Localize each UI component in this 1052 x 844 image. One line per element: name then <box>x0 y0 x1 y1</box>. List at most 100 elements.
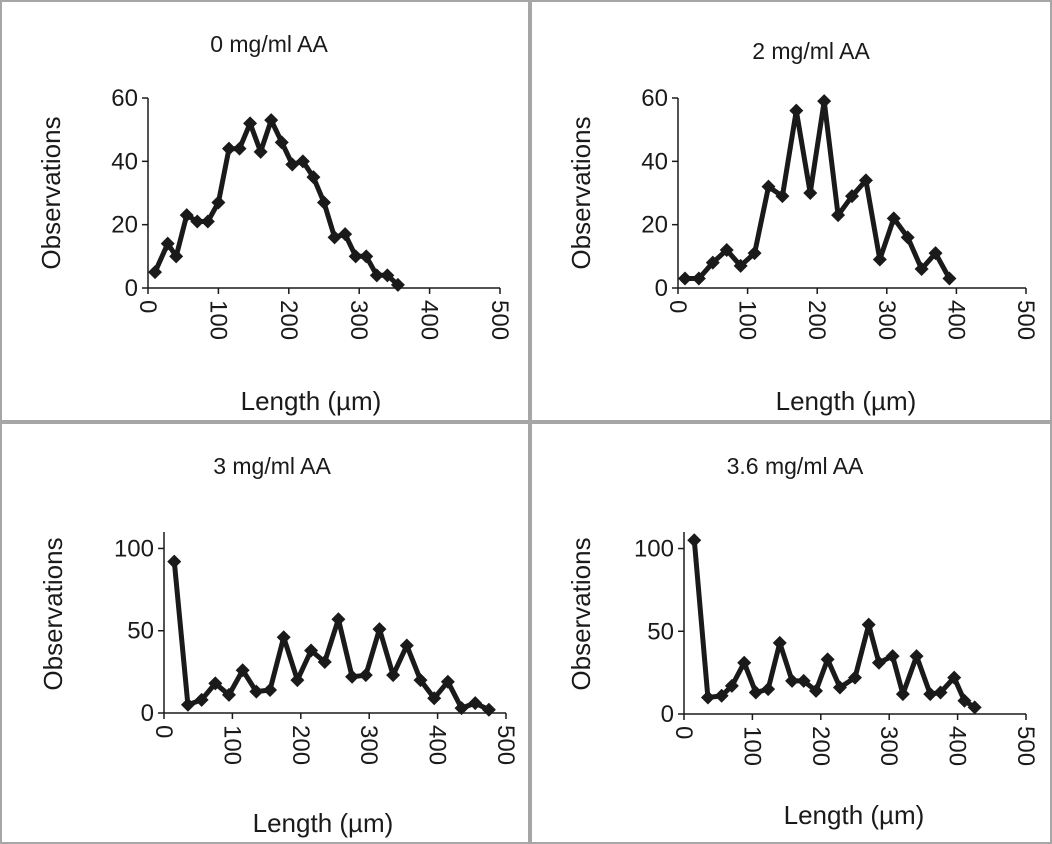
chart-svg-2: 3 mg/ml AA 0 50 100 0 100 200 300 400 500 Observat… <box>38 453 519 838</box>
x-tick-label: 0 <box>670 726 697 739</box>
x-tick-label: 500 <box>1012 726 1039 766</box>
x-tick-label: 200 <box>803 300 830 340</box>
x-tick-label: 0 <box>150 725 177 738</box>
chart-svg-0: 0 mg/ml AA 0 20 40 60 0 100 200 300 400 500 Observa… <box>36 31 513 416</box>
x-tick-label: 0 <box>664 300 691 313</box>
series-line <box>691 540 977 710</box>
chart-panel-2: 3 mg/ml AA 0 50 100 0 100 200 300 400 500 Observat… <box>0 422 530 844</box>
data-point <box>399 638 414 653</box>
x-tick-label: 100 <box>738 726 765 766</box>
x-tick-label: 300 <box>875 726 902 766</box>
data-point <box>789 103 804 118</box>
data-point <box>290 673 305 688</box>
x-tick-label: 100 <box>218 725 245 765</box>
data-point <box>427 691 442 706</box>
data-point <box>957 693 972 708</box>
data-point <box>440 674 455 689</box>
data-point <box>809 683 824 698</box>
data-point <box>358 668 373 683</box>
data-point <box>817 94 832 109</box>
y-tick-label: 60 <box>111 85 138 112</box>
x-tick-label: 300 <box>873 300 900 340</box>
data-point <box>264 113 279 128</box>
data-point <box>928 246 943 261</box>
data-point <box>372 622 387 637</box>
data-point <box>820 652 835 667</box>
data-point <box>208 676 223 691</box>
data-point <box>747 246 762 261</box>
data-point <box>232 141 247 156</box>
data-point <box>249 684 264 699</box>
x-tick-label: 400 <box>944 726 971 766</box>
data-point <box>947 670 962 685</box>
x-tick-label: 200 <box>287 725 314 765</box>
x-axis-label: Length (µm) <box>253 808 394 838</box>
data-point <box>221 141 236 156</box>
data-point <box>705 255 720 270</box>
data-point <box>775 189 790 204</box>
y-axis-label: Observations <box>38 537 68 690</box>
data-point <box>832 680 847 695</box>
data-point <box>803 186 818 200</box>
data-point <box>772 635 787 650</box>
data-point <box>190 214 205 229</box>
chart-title: 3 mg/ml AA <box>213 453 331 479</box>
data-point <box>235 663 250 678</box>
data-point <box>386 668 401 683</box>
x-tick-label: 300 <box>345 300 372 340</box>
y-tick-label: 0 <box>141 700 154 727</box>
data-point <box>796 673 811 688</box>
data-point <box>345 669 360 684</box>
chart-title: 2 mg/ml AA <box>752 38 870 64</box>
y-tick-label: 0 <box>655 275 668 302</box>
data-point <box>895 687 910 702</box>
chart-panel-1: 2 mg/ml AA 0 20 40 60 0 100 200 300 400 500 Observa… <box>530 0 1052 422</box>
data-point <box>481 702 496 717</box>
data-point <box>331 612 346 627</box>
data-point <box>900 230 915 245</box>
data-point <box>306 170 321 185</box>
data-point <box>253 144 268 159</box>
x-tick-label: 0 <box>134 300 161 313</box>
data-point <box>338 227 353 242</box>
x-axis-label: Length (µm) <box>784 800 925 830</box>
x-tick-label: 100 <box>734 300 761 340</box>
data-point <box>687 533 702 548</box>
data-point <box>858 173 873 188</box>
data-point <box>714 688 729 703</box>
data-point <box>724 678 739 693</box>
data-point <box>221 687 236 702</box>
y-tick-label: 50 <box>127 618 154 645</box>
x-axis-label: Length (µm) <box>241 386 382 416</box>
y-axis-label: Observations <box>566 537 596 690</box>
chart-panel-3: 3.6 mg/ml AA 0 50 100 0 100 200 300 400 500 Observ… <box>530 422 1052 844</box>
data-point <box>785 673 800 688</box>
y-tick-label: 20 <box>641 212 668 239</box>
y-tick-label: 100 <box>114 535 154 562</box>
x-tick-label: 300 <box>355 725 382 765</box>
data-point <box>369 268 384 283</box>
data-point <box>167 554 182 569</box>
x-tick-label: 400 <box>942 300 969 340</box>
data-point <box>885 649 900 664</box>
data-point <box>274 135 289 150</box>
chart-title: 3.6 mg/ml AA <box>727 453 864 479</box>
data-point <box>719 243 734 257</box>
data-point <box>691 271 706 286</box>
chart-svg-3: 3.6 mg/ml AA 0 50 100 0 100 200 300 400 500 Observ… <box>566 453 1039 830</box>
data-point <box>914 262 929 276</box>
data-point <box>285 157 300 172</box>
data-point <box>909 649 924 664</box>
data-point <box>872 252 887 267</box>
data-point <box>317 654 332 669</box>
data-point <box>848 670 862 685</box>
data-point <box>276 630 291 645</box>
y-axis-label: Observations <box>36 116 66 269</box>
x-tick-label: 100 <box>204 300 231 340</box>
data-point <box>317 195 331 210</box>
data-point <box>160 236 175 251</box>
data-point <box>967 700 982 715</box>
data-point <box>327 230 342 245</box>
chart-title: 0 mg/ml AA <box>210 31 328 57</box>
y-tick-label: 60 <box>641 85 668 112</box>
